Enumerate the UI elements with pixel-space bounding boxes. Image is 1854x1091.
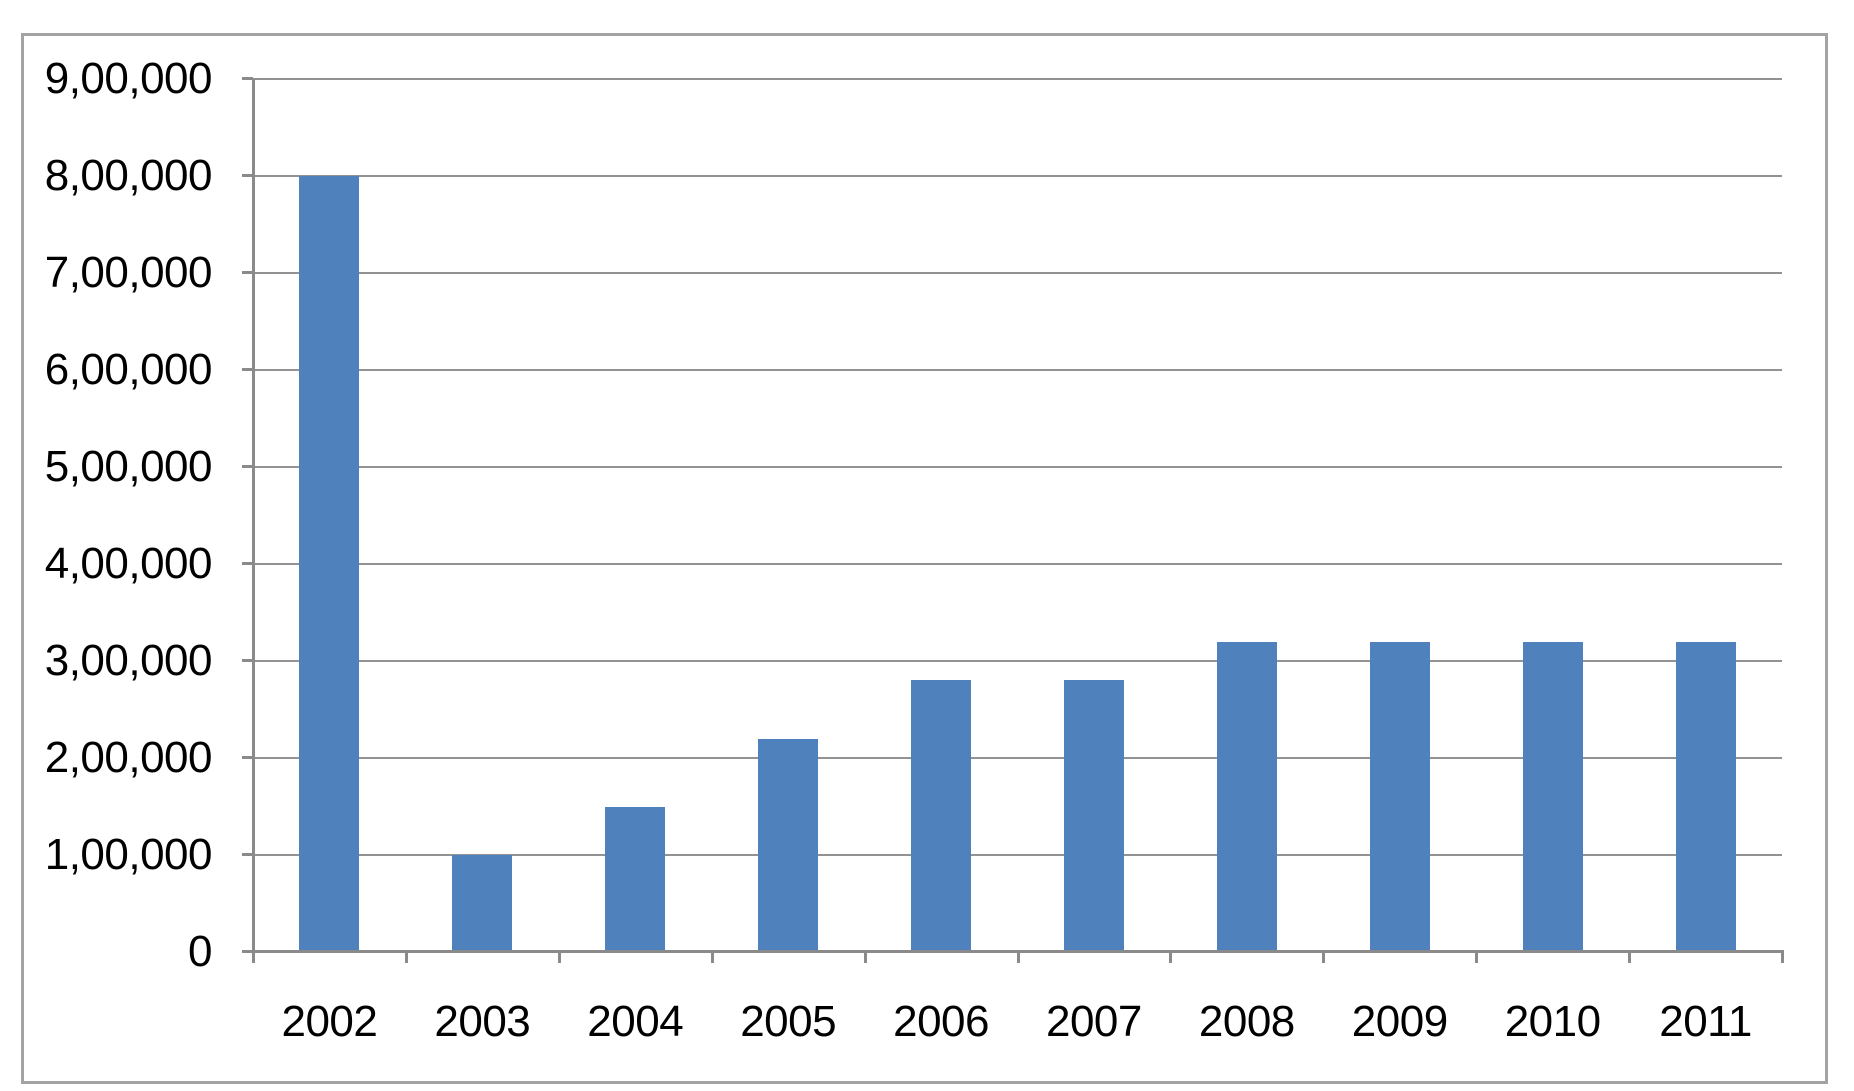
x-axis-tick	[557, 950, 561, 963]
x-axis-label-2010: 2010	[1504, 997, 1601, 1046]
gridline	[253, 563, 1782, 565]
x-axis-tick	[1781, 950, 1784, 963]
bar-2005	[758, 738, 819, 951]
x-axis-label-2008: 2008	[1198, 997, 1295, 1046]
y-axis-label: 4,00,000	[44, 539, 213, 588]
x-axis-label-2011: 2011	[1659, 997, 1752, 1046]
y-axis-tick	[242, 77, 253, 80]
gridline	[253, 175, 1782, 177]
y-axis-label: 8,00,000	[44, 151, 213, 200]
bar-2011	[1675, 641, 1736, 951]
gridline	[253, 854, 1782, 856]
x-axis-tick	[710, 950, 714, 963]
x-axis-tick	[1628, 950, 1632, 963]
bar-2010	[1522, 641, 1583, 951]
y-axis-label: 7,00,000	[44, 248, 213, 297]
bar-2009	[1369, 641, 1430, 951]
x-axis-label-2007: 2007	[1045, 997, 1142, 1046]
gridline	[253, 369, 1782, 371]
y-axis-label: 9,00,000	[44, 54, 213, 103]
x-axis-tick	[1322, 950, 1326, 963]
x-axis-tick	[1169, 950, 1173, 963]
x-axis-label-2002: 2002	[281, 997, 378, 1046]
x-axis-label-2006: 2006	[893, 997, 989, 1046]
x-axis-label-2005: 2005	[740, 997, 837, 1046]
y-axis-label: 6,00,000	[44, 345, 213, 394]
bar-2002	[299, 176, 360, 951]
bar-2007	[1063, 680, 1124, 951]
y-axis-label: 1,00,000	[44, 830, 213, 879]
x-axis-tick	[1016, 950, 1020, 963]
y-axis-label: 2,00,000	[44, 733, 213, 782]
y-axis-tick	[242, 368, 253, 371]
gridline	[253, 757, 1782, 759]
bar-2004	[605, 806, 666, 951]
gridline	[253, 272, 1782, 274]
y-axis-line	[252, 79, 255, 953]
y-axis-label: 0	[188, 927, 212, 976]
y-axis-tick	[242, 659, 253, 662]
y-axis-tick	[242, 853, 253, 856]
y-axis-tick	[242, 465, 253, 468]
gridline	[253, 660, 1782, 662]
y-axis-tick	[242, 562, 253, 565]
y-axis-tick	[242, 950, 253, 953]
y-axis-tick	[242, 756, 253, 759]
bar-2006	[911, 680, 972, 951]
gridline	[253, 78, 1782, 80]
y-axis-label: 3,00,000	[44, 636, 213, 685]
x-axis-tick	[252, 950, 255, 963]
x-axis-label-2003: 2003	[434, 997, 531, 1046]
x-axis-label-2009: 2009	[1351, 997, 1448, 1046]
y-axis-tick	[242, 174, 253, 177]
y-axis-tick	[242, 271, 253, 274]
x-axis-tick	[863, 950, 867, 963]
x-axis-label-2004: 2004	[587, 997, 684, 1046]
gridline	[253, 466, 1782, 468]
x-axis-tick	[404, 950, 408, 963]
bar-2008	[1216, 641, 1277, 951]
bar-2003	[452, 855, 513, 951]
y-axis-label: 5,00,000	[44, 442, 213, 491]
x-axis-tick	[1475, 950, 1479, 963]
